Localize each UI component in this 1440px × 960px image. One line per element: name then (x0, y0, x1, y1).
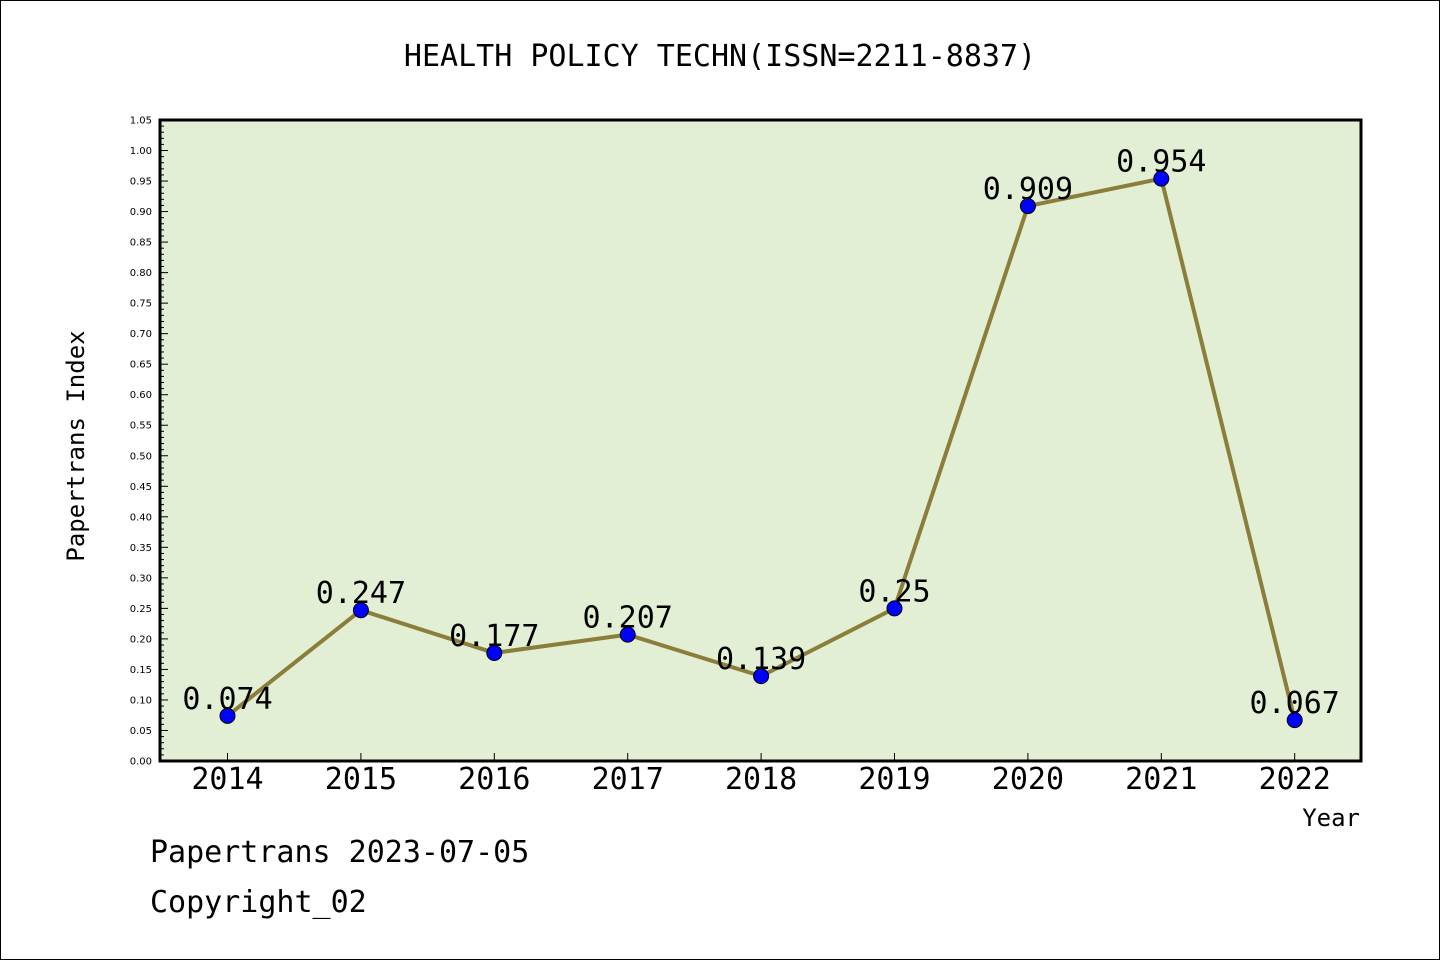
x-tick-label: 2018 (725, 762, 797, 797)
y-tick-label: 0.45 (130, 482, 152, 493)
y-tick-label: 0.60 (130, 390, 152, 401)
data-labels: 0.074 0.247 0.177 0.207 0.139 0.25 0.909 0.954 0… (182, 145, 1340, 721)
x-tick-label: 2015 (325, 762, 397, 797)
y-tick-label: 0.25 (130, 604, 152, 615)
y-tick-label: 1.05 (130, 116, 152, 127)
y-tick-label: 0.90 (130, 207, 152, 218)
x-axis-title: Year (1302, 804, 1360, 832)
y-tick-label: 0.75 (130, 299, 152, 310)
data-label: 0.177 (449, 619, 539, 654)
x-axis: 2014 2015 2016 2017 2018 2019 2020 2021 2022 (191, 753, 1331, 797)
y-tick-label: 0.50 (130, 451, 152, 462)
data-label: 0.207 (583, 601, 673, 636)
x-tick-label: 2014 (191, 762, 263, 797)
data-point (352, 602, 369, 619)
series-line-group (219, 170, 1303, 729)
y-tick-label: 0.30 (130, 573, 152, 584)
data-label: 0.139 (716, 642, 806, 677)
data-label: 0.25 (858, 574, 930, 609)
x-tick-label: 2022 (1259, 762, 1331, 797)
plot-area (158, 118, 1363, 763)
data-label: 0.954 (1116, 145, 1206, 180)
footer-copyright: Copyright_02 (150, 885, 367, 920)
y-tick-label: 0.85 (130, 238, 152, 249)
data-point (486, 644, 503, 661)
footer-date: Papertrans 2023-07-05 (150, 835, 530, 870)
data-label: 0.074 (182, 682, 272, 717)
y-axis-title: Papertrans Index (62, 330, 90, 561)
y-tick-label: 0.05 (130, 726, 152, 737)
data-label: 0.067 (1250, 686, 1340, 721)
chart-title: HEALTH POLICY TECHN(ISSN=2211-8837) (404, 39, 1036, 74)
y-tick-label: 0.40 (130, 512, 152, 523)
x-tick-label: 2020 (992, 762, 1064, 797)
x-tick-label: 2017 (592, 762, 664, 797)
data-point (886, 600, 903, 617)
data-label: 0.909 (983, 172, 1073, 207)
y-tick-label: 0.95 (130, 177, 152, 188)
y-tick-label: 1.00 (130, 146, 152, 157)
data-label: 0.247 (316, 576, 406, 611)
y-tick-label: 0.80 (130, 268, 152, 279)
y-tick-label: 0.15 (130, 665, 152, 676)
y-tick-label: 0.10 (130, 695, 152, 706)
y-tick-label: 0.65 (130, 360, 152, 371)
y-tick-label: 0.70 (130, 329, 152, 340)
y-tick-label: 0.20 (130, 634, 152, 645)
data-point (753, 668, 770, 685)
data-point (1286, 712, 1303, 729)
x-tick-label: 2021 (1125, 762, 1197, 797)
data-point (1019, 198, 1036, 215)
data-point (619, 626, 636, 643)
x-tick-label: 2016 (458, 762, 530, 797)
y-tick-label: 0.00 (130, 757, 152, 768)
data-point (1153, 170, 1170, 187)
y-tick-label: 0.35 (130, 543, 152, 554)
x-tick-label: 2019 (858, 762, 930, 797)
y-axis: 0.00 0.05 0.10 0.15 0.20 0.25 0.30 0.35 0.40 0.45… (130, 116, 168, 768)
y-tick-label: 0.55 (130, 421, 152, 432)
data-point (219, 707, 236, 724)
